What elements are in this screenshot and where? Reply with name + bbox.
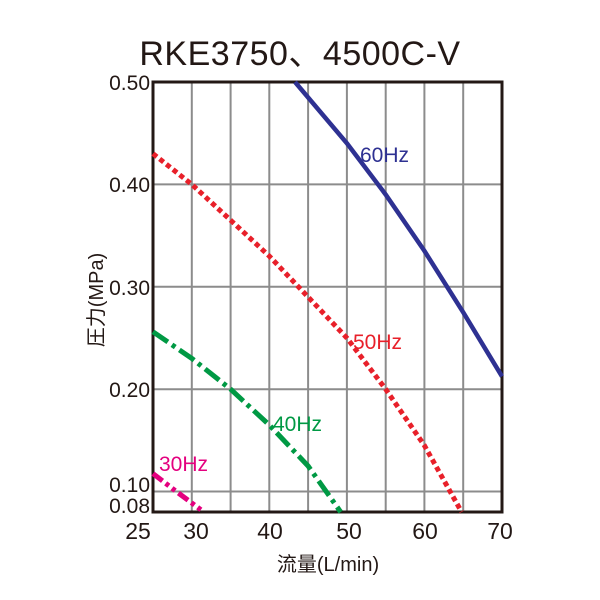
- series-label-30hz: 30Hz: [159, 453, 208, 476]
- plot-frame: [151, 80, 504, 514]
- y-tick: 0.10: [109, 474, 150, 497]
- series-30hz-line: [151, 471, 206, 515]
- y-axis-ticks: 0.50 0.40 0.30 0.20 0.10 0.08: [109, 72, 150, 518]
- x-tick: 70: [487, 518, 513, 544]
- grid-vertical: [190, 82, 465, 512]
- grid-horizontal: [153, 183, 502, 493]
- y-tick: 0.40: [109, 174, 150, 197]
- y-tick: 0.08: [109, 495, 150, 518]
- y-tick: 0.30: [109, 277, 150, 300]
- x-tick: 60: [412, 518, 438, 544]
- chart-title: RKE3750、4500C-V: [139, 35, 461, 73]
- series-label-40hz: 40Hz: [273, 413, 322, 436]
- series-label-60hz: 60Hz: [360, 144, 409, 167]
- x-tick: 30: [183, 518, 209, 544]
- y-tick: 0.20: [109, 379, 150, 402]
- x-axis-label: 流量(L/min): [277, 553, 379, 576]
- series-label-50hz: 50Hz: [353, 331, 402, 354]
- y-tick: 0.50: [109, 72, 150, 95]
- series-60hz-line: [293, 80, 504, 378]
- y-axis-label: 圧力(MPa): [85, 253, 108, 347]
- x-tick: 25: [125, 518, 151, 544]
- x-axis-ticks: 25 30 40 50 60 70: [125, 518, 513, 544]
- series-40hz-line: [151, 329, 343, 514]
- x-tick: 40: [257, 518, 283, 544]
- x-tick: 50: [336, 518, 362, 544]
- series-50hz-line: [151, 151, 464, 514]
